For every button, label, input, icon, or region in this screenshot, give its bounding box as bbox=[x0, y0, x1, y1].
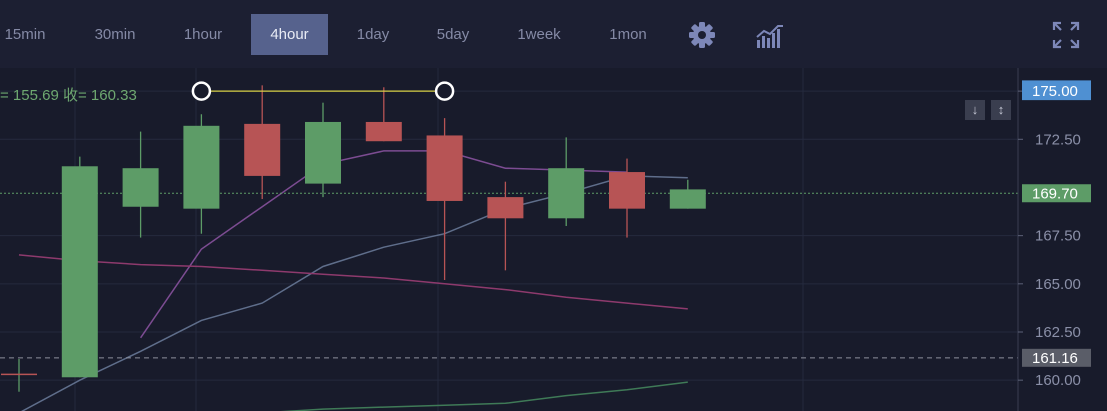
tab-1mon[interactable]: 1mon bbox=[609, 26, 647, 43]
tab-1hour[interactable]: 1hour bbox=[183, 26, 223, 43]
price-label-box bbox=[1022, 82, 1091, 101]
moving-average-line bbox=[18, 254, 688, 310]
price-label: 175.00 bbox=[1032, 83, 1078, 100]
moving-average-line bbox=[280, 381, 688, 411]
tab-30min[interactable]: 30min bbox=[94, 26, 136, 43]
price-label-box bbox=[1022, 184, 1091, 203]
timeframe-toolbar: 15min 30min 1hour 4hour 1day 5day 1week … bbox=[0, 0, 1107, 68]
tab-5day[interactable]: 5day bbox=[436, 26, 470, 43]
candle-body bbox=[426, 135, 463, 201]
price-label: 169.70 bbox=[1032, 185, 1078, 202]
tick-label: 167.50 bbox=[1035, 228, 1081, 245]
candle-body bbox=[609, 172, 645, 209]
scroll-both-button[interactable]: ↕ bbox=[991, 100, 1011, 120]
candle-body bbox=[244, 123, 281, 176]
tick-label: 165.00 bbox=[1035, 276, 1081, 293]
candle-body bbox=[669, 189, 706, 209]
indicator-chart-icon[interactable] bbox=[756, 23, 784, 49]
tab-15min[interactable]: 15min bbox=[4, 26, 46, 43]
tick-label: 160.00 bbox=[1035, 372, 1081, 389]
tick-label: 162.50 bbox=[1035, 324, 1081, 341]
gear-icon[interactable] bbox=[688, 21, 716, 49]
candle-body bbox=[487, 197, 524, 219]
candle-body bbox=[305, 121, 341, 184]
tab-4hour[interactable]: 4hour bbox=[251, 14, 328, 55]
candle-body bbox=[61, 166, 98, 378]
scroll-down-button[interactable]: ↓ bbox=[965, 100, 985, 120]
moving-average-lines bbox=[18, 150, 688, 411]
moving-average-line bbox=[20, 175, 688, 411]
trendline-handle-end bbox=[434, 81, 455, 101]
candle-body bbox=[122, 168, 159, 207]
ohlc-readout: = 155.69 收= 160.33 bbox=[0, 87, 137, 104]
price-axis: 175.00172.50167.50165.00162.50160.00175.… bbox=[1017, 68, 1107, 411]
tab-1day[interactable]: 1day bbox=[356, 26, 390, 43]
price-label-box bbox=[1022, 348, 1091, 367]
moving-average-line bbox=[139, 150, 628, 339]
tab-1week[interactable]: 1week bbox=[517, 26, 561, 43]
chart-grid bbox=[0, 68, 1018, 411]
candles bbox=[1, 85, 706, 392]
price-label: 161.16 bbox=[1032, 350, 1078, 367]
trendline-drawing bbox=[191, 81, 455, 101]
candle-body bbox=[183, 125, 220, 209]
candlestick-chart[interactable]: 175.00172.50167.50165.00162.50160.00175.… bbox=[0, 68, 1107, 411]
price-level-lines bbox=[0, 192, 1018, 359]
candle-body bbox=[365, 121, 402, 142]
fullscreen-icon[interactable] bbox=[1052, 21, 1080, 49]
trendline-handle-start bbox=[191, 81, 212, 101]
candle-body bbox=[548, 168, 585, 219]
tick-label: 172.50 bbox=[1035, 131, 1081, 148]
